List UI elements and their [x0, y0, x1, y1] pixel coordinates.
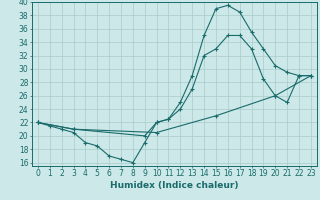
X-axis label: Humidex (Indice chaleur): Humidex (Indice chaleur) — [110, 181, 239, 190]
